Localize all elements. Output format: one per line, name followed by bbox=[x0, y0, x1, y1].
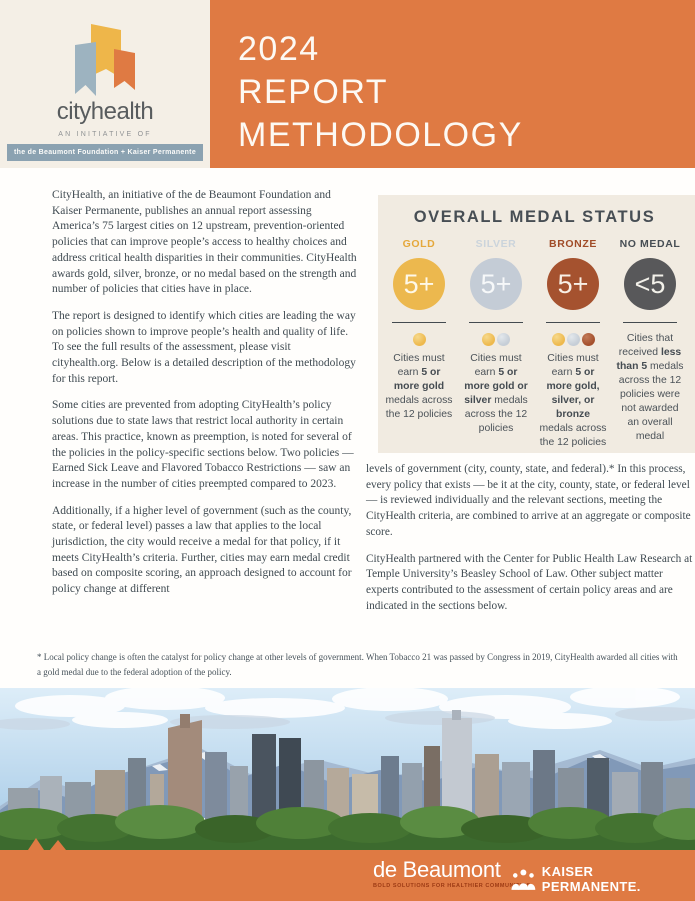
desc-post: medals across the 12 policies were not a… bbox=[618, 361, 684, 442]
silver-medal-icon bbox=[566, 332, 580, 346]
cityhealth-buildings-icon bbox=[75, 24, 135, 96]
gold-medal-icon bbox=[412, 332, 426, 346]
title-line-year: 2024 bbox=[238, 30, 320, 68]
medal-column-bronze: BRONZE 5+ Cities must earn 5 or more gol… bbox=[538, 238, 608, 450]
gold-coin-row bbox=[412, 332, 427, 346]
silver-count-circle: 5+ bbox=[470, 258, 522, 310]
divider bbox=[392, 322, 446, 323]
desc-pre: Cities must earn bbox=[547, 353, 599, 378]
denver-skyline-photo bbox=[0, 688, 695, 850]
left-text-column: CityHealth, an initiative of the de Beau… bbox=[52, 188, 358, 609]
bronze-description: Cities must earn 5 or more gold, silver,… bbox=[538, 352, 608, 450]
right-text-column: levels of government (city, county, stat… bbox=[366, 462, 693, 625]
silver-label: SILVER bbox=[475, 238, 517, 250]
medal-columns: GOLD 5+ Cities must earn 5 or more gold … bbox=[384, 238, 685, 450]
de-beaumont-wordmark: de Beaumont bbox=[373, 857, 501, 882]
desc-bold: 5 or more gold bbox=[393, 367, 445, 392]
paragraph-report-purpose: The report is designed to identify which… bbox=[52, 309, 356, 385]
medal-column-silver: SILVER 5+ Cities must earn 5 or more gol… bbox=[461, 238, 531, 450]
footer-brand-bar: de Beaumont BOLD SOLUTIONS FOR HEALTHIER… bbox=[0, 850, 695, 901]
paragraph-composite-scoring: levels of government (city, county, stat… bbox=[366, 463, 691, 538]
gold-medal-icon bbox=[551, 332, 565, 346]
medal-panel-title: OVERALL MEDAL STATUS bbox=[413, 208, 656, 226]
gold-description: Cities must earn 5 or more gold medals a… bbox=[384, 352, 454, 422]
desc-pre: Cities must earn bbox=[470, 353, 522, 378]
gold-label: GOLD bbox=[402, 238, 436, 250]
silver-description: Cities must earn 5 or more gold or silve… bbox=[461, 352, 531, 436]
bronze-label: BRONZE bbox=[549, 238, 597, 250]
desc-bold: less than 5 bbox=[616, 347, 682, 372]
bronze-count-circle: 5+ bbox=[547, 258, 599, 310]
paragraph-preemption: Some cities are prevented from adopting … bbox=[52, 399, 354, 490]
de-beaumont-logo: de Beaumont BOLD SOLUTIONS FOR HEALTHIER… bbox=[373, 857, 533, 890]
desc-post: medals across the 12 policies bbox=[385, 395, 453, 420]
divider bbox=[623, 322, 677, 323]
kaiser-people-icon bbox=[511, 868, 536, 890]
medal-column-gold: GOLD 5+ Cities must earn 5 or more gold … bbox=[384, 238, 454, 450]
kaiser-permanente-wordmark: KAISER PERMANENTE. bbox=[541, 864, 641, 894]
paragraph-higher-government: Additionally, if a higher level of gover… bbox=[52, 504, 352, 596]
no-medal-label: NO MEDAL bbox=[619, 238, 681, 250]
paragraph-partners: CityHealth partnered with the Center for… bbox=[366, 552, 693, 612]
kaiser-permanente-logo: KAISER PERMANENTE. bbox=[511, 864, 695, 894]
gold-count-circle: 5+ bbox=[393, 258, 445, 310]
bronze-medal-icon bbox=[581, 332, 595, 346]
desc-pre: Cities that received bbox=[618, 333, 674, 358]
desc-bold: 5 or more gold or silver bbox=[464, 367, 528, 406]
footnote: * Local policy change is often the catal… bbox=[37, 652, 678, 677]
bronze-coin-row bbox=[551, 332, 596, 346]
divider bbox=[469, 322, 523, 323]
masthead-logo-panel: cityhealth AN INITIATIVE OF the de Beaum… bbox=[0, 0, 210, 168]
title-line-report: REPORT bbox=[238, 73, 389, 111]
desc-bold: 5 or more gold, silver, or bronze bbox=[546, 367, 600, 420]
medal-column-no-medal: NO MEDAL <5 Cities that received less th… bbox=[615, 238, 685, 450]
foundation-badge: the de Beaumont Foundation + Kaiser Perm… bbox=[6, 144, 204, 161]
silver-medal-icon bbox=[497, 332, 510, 346]
divider bbox=[546, 322, 600, 323]
overall-medal-status-panel: OVERALL MEDAL STATUS GOLD 5+ Cities must… bbox=[378, 195, 695, 453]
desc-post: medals across the 12 policies bbox=[464, 395, 528, 434]
desc-pre: Cities must earn bbox=[393, 353, 445, 378]
silver-coin-row bbox=[481, 332, 511, 346]
gold-medal-icon bbox=[482, 332, 495, 346]
de-beaumont-tagline: BOLD SOLUTIONS FOR HEALTHIER COMMUNITIES… bbox=[373, 883, 533, 889]
report-title-block: 2024 REPORT METHODOLOGY bbox=[210, 0, 695, 168]
no-medal-count-circle: <5 bbox=[624, 258, 676, 310]
title-line-methodology: METHODOLOGY bbox=[238, 116, 523, 154]
initiative-label: AN INITIATIVE OF bbox=[58, 131, 152, 138]
paragraph-intro: CityHealth, an initiative of the de Beau… bbox=[52, 189, 357, 296]
desc-post: medals across the 12 policies bbox=[539, 423, 607, 448]
no-medal-description: Cities that received less than 5 medals … bbox=[615, 332, 685, 444]
cityhealth-wordmark: cityhealth bbox=[56, 98, 154, 125]
